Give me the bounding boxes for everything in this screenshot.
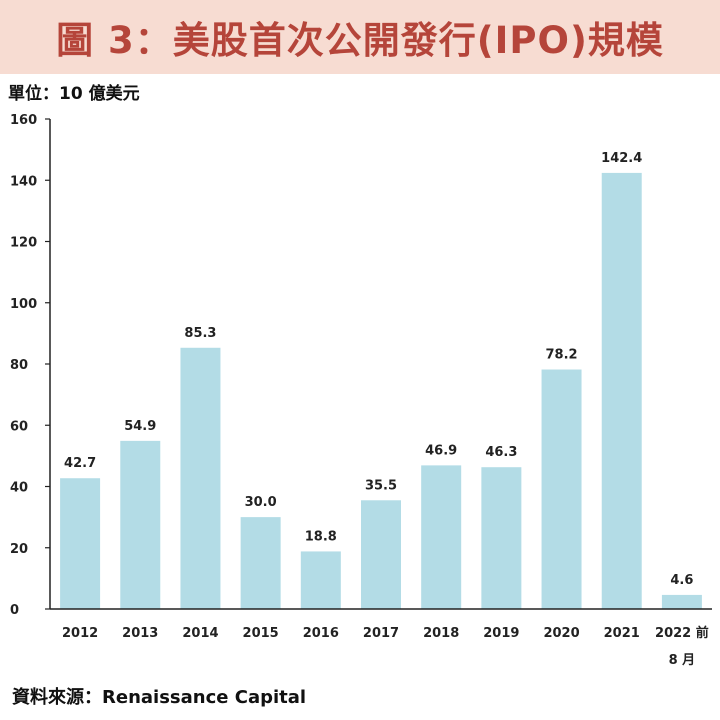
data-label: 35.5 <box>365 478 397 493</box>
data-label: 18.8 <box>305 529 337 544</box>
x-tick-label: 2013 <box>122 626 158 641</box>
x-tick-label: 2014 <box>182 626 218 641</box>
title-banner: 圖 3：美股首次公開發行(IPO)規模 <box>0 0 720 74</box>
data-label: 30.0 <box>245 495 277 510</box>
x-tick-label: 2021 <box>604 626 640 641</box>
source-label: 資料來源：Renaissance Capital <box>12 687 307 708</box>
x-tick-label: 2019 <box>483 626 519 641</box>
bar <box>421 465 462 609</box>
bars <box>60 172 702 609</box>
x-tick-label: 2017 <box>363 626 399 641</box>
chart-title: 圖 3：美股首次公開發行(IPO)規模 <box>56 19 664 62</box>
bar <box>541 369 582 609</box>
x-tick-label: 2015 <box>243 626 279 641</box>
data-label: 42.7 <box>64 456 96 471</box>
y-tick-label: 140 <box>10 174 37 189</box>
y-tick-label: 120 <box>10 236 37 251</box>
bar <box>240 517 281 609</box>
data-label: 78.2 <box>546 348 578 363</box>
y-tick-label: 100 <box>10 297 37 312</box>
y-tick-label: 40 <box>10 481 28 496</box>
y-tick-label: 60 <box>10 419 28 434</box>
unit-label: 單位：10 億美元 <box>8 84 140 104</box>
data-label: 54.9 <box>124 419 156 434</box>
labels: 42.7 2012 54.9 2013 85.3 2014 30.0 2015 18.8 2016… <box>62 151 709 668</box>
x-tick-label: 2018 <box>423 626 459 641</box>
data-label: 4.6 <box>670 573 693 588</box>
x-tick-label: 2020 <box>543 626 579 641</box>
bar <box>60 478 101 609</box>
y-tick-label: 0 <box>10 603 19 618</box>
data-label: 46.3 <box>485 445 517 460</box>
data-label: 85.3 <box>184 326 216 341</box>
bar-chart: 0 20 40 60 80 100 120 140 160 42.7 2012 54.9 2013 85… <box>10 113 712 668</box>
data-label: 142.4 <box>601 151 642 166</box>
bar <box>481 467 522 609</box>
y-tick-label: 160 <box>10 113 37 128</box>
bar <box>601 172 642 609</box>
bar <box>120 440 161 609</box>
data-label: 46.9 <box>425 443 457 458</box>
bar <box>180 347 221 609</box>
y-tick-label: 20 <box>10 542 28 557</box>
axes: 0 20 40 60 80 100 120 140 160 <box>10 113 712 618</box>
y-tick-label: 80 <box>10 358 28 373</box>
x-tick-label: 2016 <box>303 626 339 641</box>
x-tick-label: 2012 <box>62 626 98 641</box>
bar <box>361 500 401 609</box>
bar <box>300 551 341 609</box>
bar <box>661 594 702 609</box>
